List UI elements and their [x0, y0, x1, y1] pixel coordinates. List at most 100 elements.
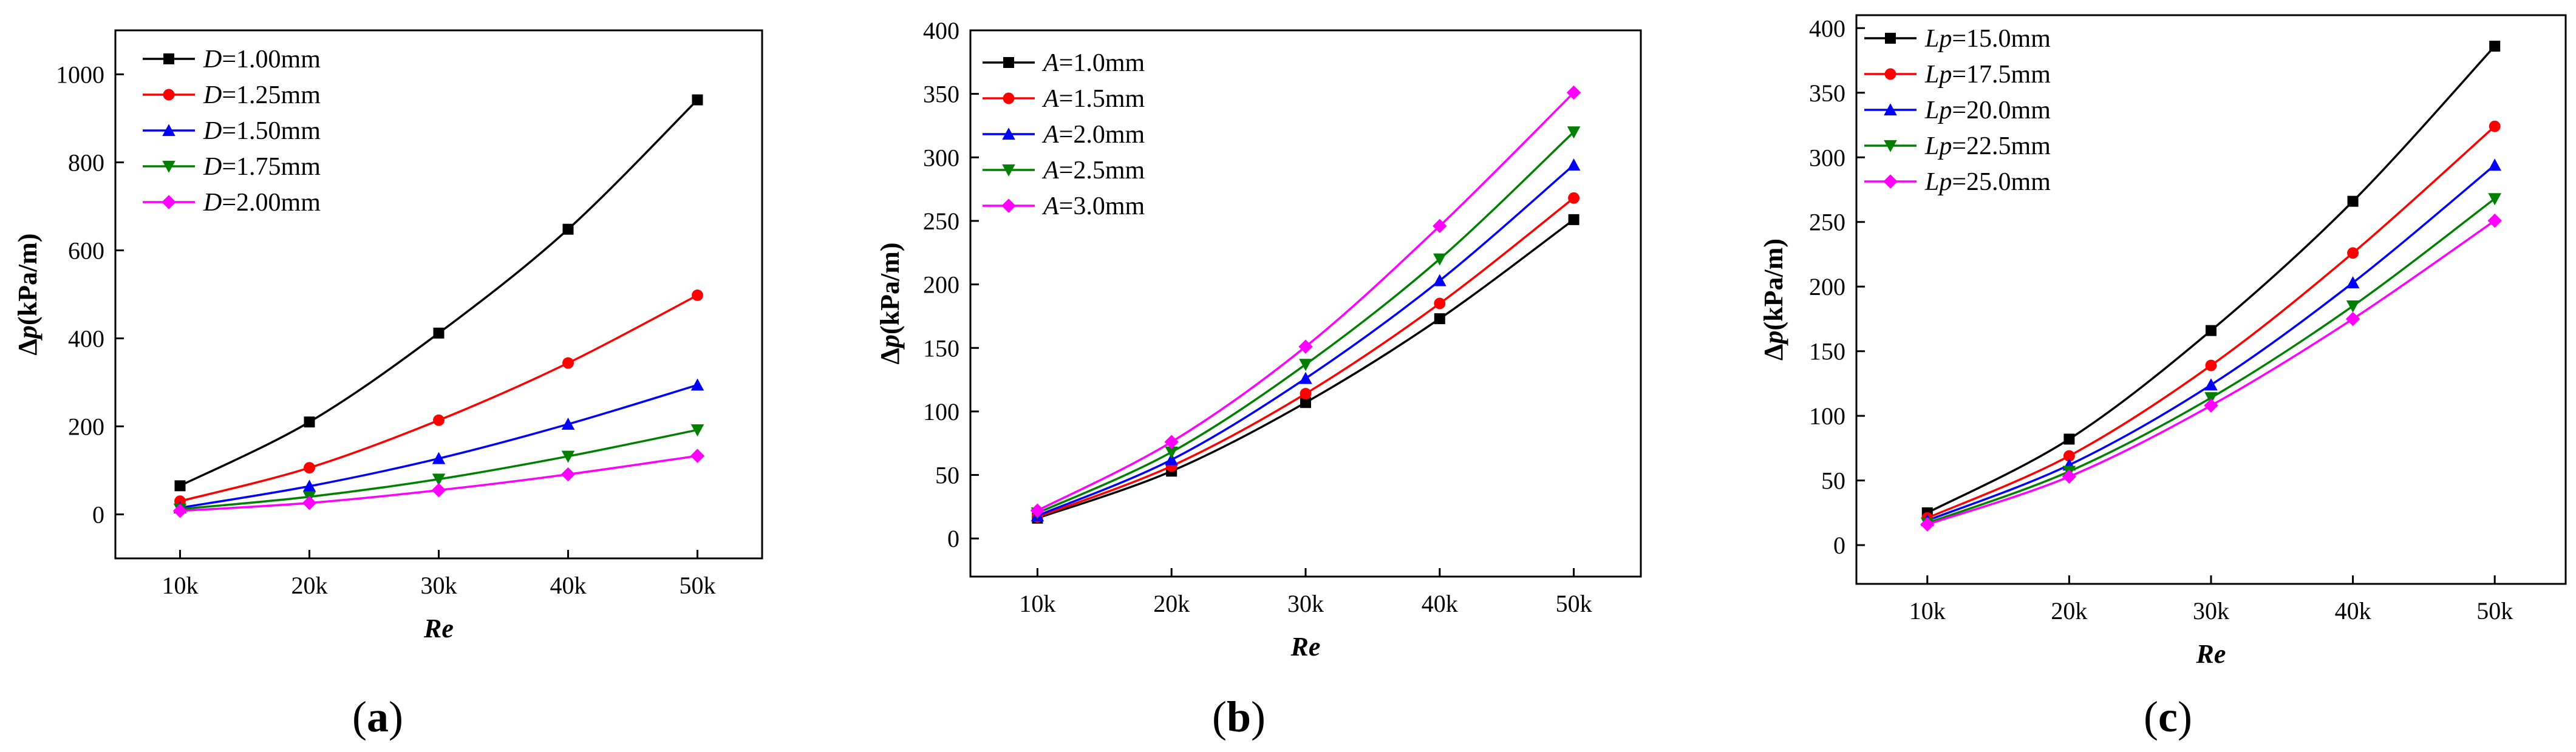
legend-marker: [1885, 33, 1896, 44]
panel-label: (b): [1212, 693, 1266, 741]
legend-label: D=1.25mm: [203, 81, 321, 109]
legend-label: A=2.5mm: [1041, 157, 1145, 185]
data-point: [1165, 453, 1178, 466]
data-point: [2062, 469, 2077, 484]
legend-label: Lp=15.0mm: [1924, 25, 2051, 53]
data-point: [302, 479, 316, 492]
data-point: [562, 223, 574, 235]
x-axis-title: Re: [423, 614, 454, 643]
data-point: [1164, 435, 1179, 449]
data-point: [2488, 158, 2501, 171]
x-tick-label: 10k: [1909, 597, 1946, 625]
x-tick-label: 40k: [2335, 597, 2371, 625]
legend-label: D=1.50mm: [203, 117, 321, 145]
data-point: [2487, 213, 2502, 228]
y-tick-label: 200: [68, 413, 104, 441]
series-line: [1037, 131, 1575, 514]
y-tick-label: 0: [1833, 532, 1845, 559]
data-point: [1434, 313, 1445, 325]
data-point: [433, 327, 445, 339]
data-point: [1433, 253, 1446, 266]
series-line: [1927, 220, 2496, 526]
legend-marker: [162, 195, 176, 209]
data-point: [561, 450, 575, 463]
legend-label: Lp=17.5mm: [1924, 61, 2051, 89]
x-tick-label: 40k: [1422, 590, 1458, 617]
y-tick-label: 200: [923, 271, 959, 299]
x-tick-label: 30k: [421, 572, 457, 599]
x-tick-label: 20k: [1153, 590, 1190, 617]
x-tick-label: 30k: [2193, 597, 2229, 625]
y-tick-label: 300: [923, 144, 959, 171]
legend-marker: [1002, 164, 1015, 177]
legend-label: A=1.5mm: [1041, 85, 1145, 113]
data-point: [302, 495, 317, 510]
data-point: [2206, 325, 2217, 336]
data-point: [1300, 388, 1312, 400]
data-point: [2063, 450, 2075, 462]
legend-marker: [1001, 198, 1016, 213]
data-point: [433, 414, 445, 426]
y-tick-label: 250: [923, 208, 959, 235]
y-tick-label: 50: [935, 462, 959, 489]
x-tick-label: 50k: [2476, 597, 2513, 625]
series-line: [1037, 92, 1575, 512]
chart-panel-1: 10k 20k 30k 40k 50k 0 200 400 600 800 1000 Re Δp(kPa…: [13, 29, 763, 741]
legend-marker: [163, 53, 174, 64]
legend-marker: [1884, 68, 1896, 80]
data-point: [2204, 398, 2218, 413]
data-point: [2204, 378, 2218, 391]
series-line: [180, 294, 698, 503]
y-tick-label: 400: [1809, 15, 1845, 42]
data-point: [1433, 274, 1446, 286]
y-tick-label: 400: [923, 17, 959, 44]
data-point: [2345, 311, 2360, 327]
y-tick-label: 100: [1809, 402, 1845, 430]
x-tick-label: 50k: [1556, 590, 1592, 617]
data-point: [2347, 247, 2359, 259]
data-point: [1568, 214, 1579, 225]
x-tick-label: 20k: [291, 572, 328, 599]
y-tick-label: 250: [1809, 209, 1845, 236]
data-point: [304, 416, 315, 428]
x-tick-label: 20k: [2051, 597, 2087, 625]
legend-marker: [1884, 103, 1897, 116]
chart-panel-3: 10k 20k 30k 40k 50k 0 50 100 150 200 250 300 350 400 R…: [1759, 14, 2567, 741]
legend-label: Lp=20.0mm: [1924, 97, 2051, 124]
legend-marker: [1883, 174, 1898, 189]
y-tick-label: 0: [947, 525, 959, 552]
x-axis-title: Re: [1290, 632, 1321, 662]
legend-marker: [163, 89, 175, 101]
data-point: [690, 378, 704, 391]
data-point: [2347, 195, 2359, 207]
y-axis-title: Δp(kPa/m): [1759, 239, 1788, 361]
y-tick-label: 150: [923, 334, 959, 362]
legend-marker: [1884, 140, 1897, 152]
data-point: [2489, 120, 2501, 132]
series-line: [1927, 164, 2496, 522]
y-tick-label: 400: [68, 325, 104, 353]
y-tick-label: 200: [1809, 273, 1845, 300]
legend-marker: [1003, 92, 1015, 104]
data-point: [561, 467, 576, 482]
legend-marker: [1003, 57, 1014, 68]
data-point: [692, 290, 703, 301]
data-point: [2063, 433, 2075, 445]
data-point: [1030, 503, 1045, 518]
series-line: [1037, 197, 1575, 518]
y-axis-title: Δp(kPa/m): [13, 233, 43, 355]
data-point: [2346, 300, 2360, 313]
x-tick-label: 30k: [1287, 590, 1324, 617]
x-tick-label: 10k: [1019, 590, 1055, 617]
data-point: [2346, 276, 2360, 288]
y-tick-label: 600: [68, 237, 104, 265]
legend-label: D=2.00mm: [203, 189, 321, 217]
data-point: [1299, 371, 1312, 384]
panel-label: (c): [2144, 693, 2192, 741]
data-point: [172, 504, 188, 518]
legend-label: A=2.0mm: [1041, 121, 1145, 149]
y-tick-label: 350: [1809, 80, 1845, 107]
data-point: [690, 424, 704, 437]
legend-label: D=1.00mm: [203, 46, 321, 73]
